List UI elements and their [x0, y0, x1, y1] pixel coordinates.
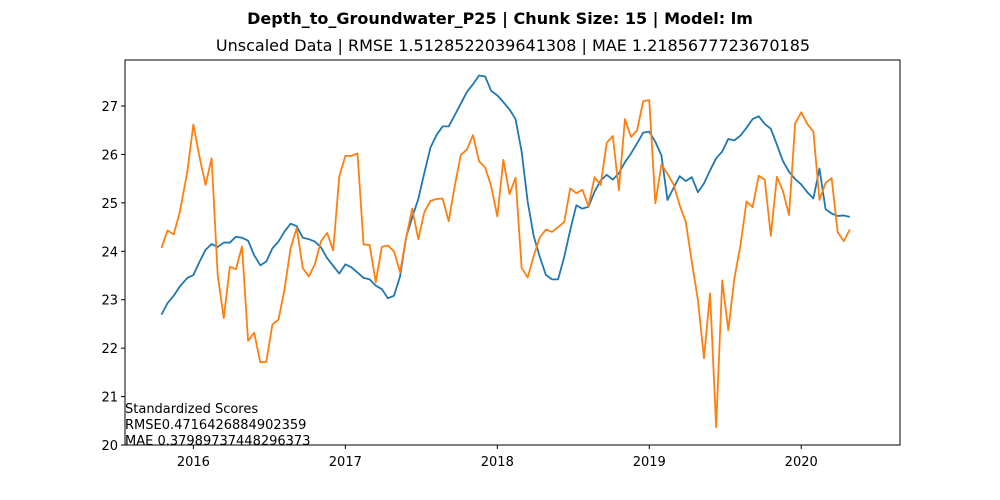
- x-tick-label: 2018: [481, 455, 514, 470]
- x-tick-label: 2016: [177, 455, 210, 470]
- y-tick-label: 27: [101, 100, 118, 115]
- plot-lines: [160, 74, 851, 428]
- series-line-1: [160, 74, 851, 316]
- y-tick-label: 24: [101, 245, 118, 260]
- y-tick-label: 22: [101, 342, 118, 357]
- y-tick-label: 21: [101, 391, 118, 406]
- y-tick-label: 23: [101, 294, 118, 309]
- annotation-line-1: Standardized Scores: [125, 402, 258, 417]
- chart-title: Depth_to_Groundwater_P25 | Chunk Size: 1…: [247, 9, 753, 29]
- standardized-scores-annotation: Standardized Scores RMSE0.47164268849023…: [125, 402, 310, 449]
- x-tick-label: 2020: [785, 455, 818, 470]
- x-tick-label: 2017: [329, 455, 362, 470]
- axes-frame: [124, 59, 901, 446]
- y-tick-label: 20: [101, 439, 118, 454]
- x-tick-label: 2019: [633, 455, 666, 470]
- annotation-line-3: MAE 0.37989737448296373: [125, 434, 310, 449]
- y-tick-label: 25: [101, 197, 118, 212]
- y-tick-label: 26: [101, 148, 118, 163]
- series-line-2: [160, 99, 851, 428]
- chart-subtitle: Unscaled Data | RMSE 1.5128522039641308 …: [216, 36, 810, 55]
- annotation-line-2: RMSE0.4716426884902359: [125, 418, 306, 433]
